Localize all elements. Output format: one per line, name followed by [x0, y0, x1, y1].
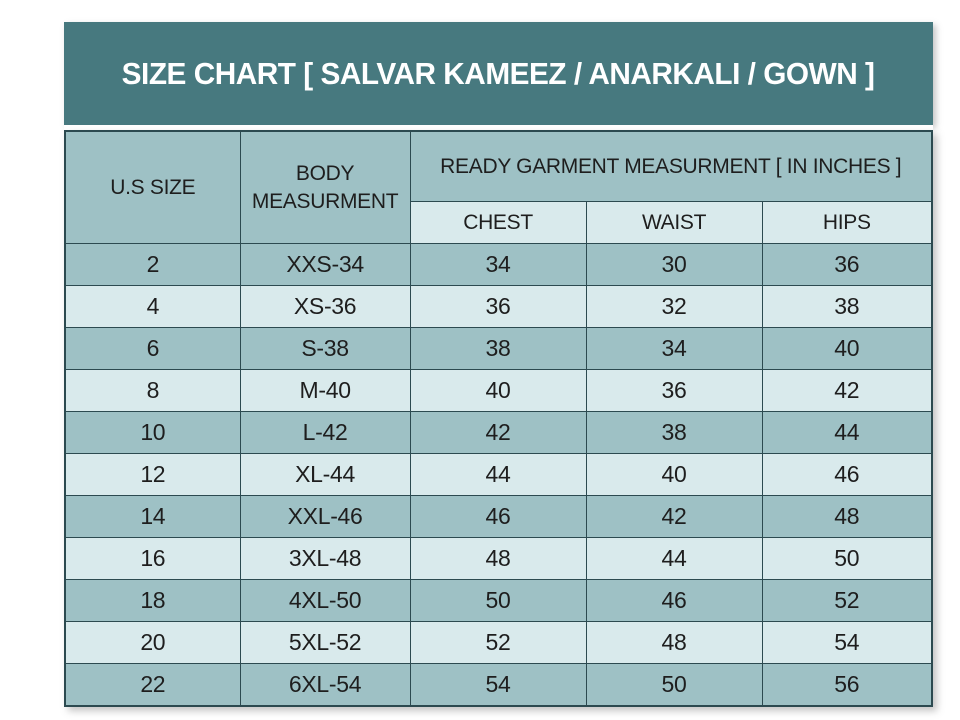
cell-hips: 46: [761, 453, 933, 496]
cell-us-size: 20: [64, 621, 241, 664]
table-row: 20 5XL-52 52 48 54: [64, 621, 933, 664]
header-waist: WAIST: [585, 201, 763, 244]
table-row: 22 6XL-54 54 50 56: [64, 663, 933, 707]
header-ready-garment: READY GARMENT MEASURMENT [ IN INCHES ]: [409, 130, 933, 202]
table-row: 2 XXS-34 34 30 36: [64, 243, 933, 286]
cell-us-size: 4: [64, 285, 241, 328]
cell-body-measurement: 3XL-48: [239, 537, 411, 580]
cell-body-measurement: 4XL-50: [239, 579, 411, 622]
cell-waist: 34: [585, 327, 763, 370]
cell-waist: 44: [585, 537, 763, 580]
cell-body-measurement: XL-44: [239, 453, 411, 496]
cell-hips: 44: [761, 411, 933, 454]
cell-chest: 44: [409, 453, 587, 496]
cell-chest: 52: [409, 621, 587, 664]
header-us-size: U.S SIZE: [64, 130, 241, 244]
table-row: 4 XS-36 36 32 38: [64, 285, 933, 328]
cell-waist: 50: [585, 663, 763, 707]
cell-waist: 48: [585, 621, 763, 664]
cell-hips: 48: [761, 495, 933, 538]
cell-us-size: 12: [64, 453, 241, 496]
cell-waist: 36: [585, 369, 763, 412]
cell-body-measurement: S-38: [239, 327, 411, 370]
header-chest: CHEST: [409, 201, 587, 244]
table-row: 10 L-42 42 38 44: [64, 411, 933, 454]
cell-body-measurement: 5XL-52: [239, 621, 411, 664]
cell-hips: 54: [761, 621, 933, 664]
cell-waist: 30: [585, 243, 763, 286]
cell-us-size: 16: [64, 537, 241, 580]
cell-body-measurement: XXS-34: [239, 243, 411, 286]
cell-hips: 36: [761, 243, 933, 286]
cell-us-size: 14: [64, 495, 241, 538]
cell-chest: 34: [409, 243, 587, 286]
cell-us-size: 22: [64, 663, 241, 707]
cell-us-size: 6: [64, 327, 241, 370]
table-row: 16 3XL-48 48 44 50: [64, 537, 933, 580]
cell-body-measurement: L-42: [239, 411, 411, 454]
cell-chest: 48: [409, 537, 587, 580]
cell-waist: 46: [585, 579, 763, 622]
cell-body-measurement: 6XL-54: [239, 663, 411, 707]
table-row: 18 4XL-50 50 46 52: [64, 579, 933, 622]
cell-chest: 38: [409, 327, 587, 370]
cell-chest: 46: [409, 495, 587, 538]
cell-chest: 54: [409, 663, 587, 707]
table-row: 6 S-38 38 34 40: [64, 327, 933, 370]
cell-chest: 36: [409, 285, 587, 328]
cell-hips: 40: [761, 327, 933, 370]
size-chart-table: U.S SIZE BODY MEASURMENT READY GARMENT M…: [64, 130, 933, 707]
cell-waist: 32: [585, 285, 763, 328]
cell-chest: 50: [409, 579, 587, 622]
chart-title: SIZE CHART [ SALVAR KAMEEZ / ANARKALI / …: [122, 55, 875, 91]
table-row: 8 M-40 40 36 42: [64, 369, 933, 412]
cell-hips: 38: [761, 285, 933, 328]
cell-chest: 40: [409, 369, 587, 412]
cell-body-measurement: M-40: [239, 369, 411, 412]
cell-us-size: 18: [64, 579, 241, 622]
cell-waist: 40: [585, 453, 763, 496]
cell-hips: 56: [761, 663, 933, 707]
table-header: U.S SIZE BODY MEASURMENT READY GARMENT M…: [64, 130, 933, 244]
cell-body-measurement: XXL-46: [239, 495, 411, 538]
cell-us-size: 10: [64, 411, 241, 454]
cell-us-size: 2: [64, 243, 241, 286]
header-hips: HIPS: [761, 201, 933, 244]
cell-hips: 42: [761, 369, 933, 412]
cell-hips: 50: [761, 537, 933, 580]
cell-us-size: 8: [64, 369, 241, 412]
chart-title-band: SIZE CHART [ SALVAR KAMEEZ / ANARKALI / …: [64, 22, 933, 125]
cell-waist: 42: [585, 495, 763, 538]
cell-body-measurement: XS-36: [239, 285, 411, 328]
cell-waist: 38: [585, 411, 763, 454]
size-table-body: 2 XXS-34 34 30 36 4 XS-36 36 32 38 6 S-38 38 34 40 8 M-4…: [64, 243, 933, 707]
cell-hips: 52: [761, 579, 933, 622]
size-chart-panel: SIZE CHART [ SALVAR KAMEEZ / ANARKALI / …: [64, 22, 933, 707]
title-table-gap: [64, 125, 933, 130]
table-row: 14 XXL-46 46 42 48: [64, 495, 933, 538]
table-row: 12 XL-44 44 40 46: [64, 453, 933, 496]
header-body-measurement: BODY MEASURMENT: [239, 130, 411, 244]
cell-chest: 42: [409, 411, 587, 454]
